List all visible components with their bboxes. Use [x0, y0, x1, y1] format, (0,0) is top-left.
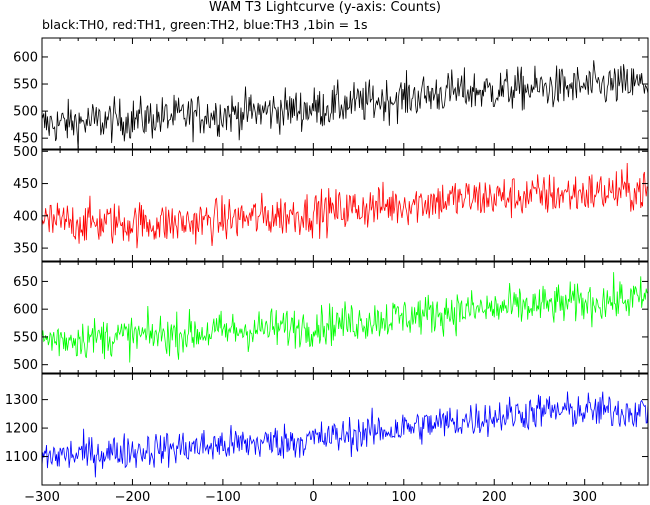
- x-tick-label: −300: [24, 490, 60, 505]
- y-tick-label: 500: [13, 358, 38, 373]
- panel-th2: 500 550 600 650: [13, 261, 649, 374]
- panel-frame: [41, 37, 649, 150]
- chart-subtitle: black:TH0, red:TH1, green:TH2, blue:TH3 …: [42, 17, 368, 32]
- panel-frame: [41, 149, 649, 262]
- x-tick-label: −100: [205, 490, 241, 505]
- series-line-th0: [42, 60, 648, 149]
- series-line-th1: [42, 163, 648, 249]
- panel-th0: 450 500 550 600: [13, 37, 649, 150]
- y-tick-label: 1200: [5, 422, 38, 437]
- x-tick-label: 300: [572, 490, 597, 505]
- x-tick-label: 200: [482, 490, 507, 505]
- x-tick-label: −200: [115, 490, 151, 505]
- y-tick-label: 600: [13, 50, 38, 65]
- x-tick-label: 0: [309, 490, 317, 505]
- y-tick-label: 1300: [5, 393, 38, 408]
- y-tick-label: 650: [13, 275, 38, 290]
- panel-th3: 1100 1200 1300: [5, 373, 649, 486]
- y-tick-label: 450: [13, 177, 38, 192]
- y-tick-label: 1100: [5, 450, 38, 465]
- panel-frame: [41, 261, 649, 374]
- y-tick-label: 350: [13, 242, 38, 257]
- x-tick-label: 100: [391, 490, 416, 505]
- chart-title: WAM T3 Lightcurve (y-axis: Counts): [209, 0, 441, 15]
- panel-frame: [41, 373, 649, 486]
- y-tick-label: 400: [13, 209, 38, 224]
- panel-th1: 350 400 450 500: [13, 145, 649, 262]
- y-tick-label: 550: [13, 78, 38, 93]
- y-tick-label: 500: [13, 105, 38, 120]
- y-tick-label: 500: [13, 145, 38, 160]
- y-tick-label: 600: [13, 303, 38, 318]
- series-line-th2: [42, 272, 648, 363]
- y-tick-label: 450: [13, 132, 38, 147]
- series-line-th3: [42, 391, 648, 478]
- y-tick-label: 550: [13, 330, 38, 345]
